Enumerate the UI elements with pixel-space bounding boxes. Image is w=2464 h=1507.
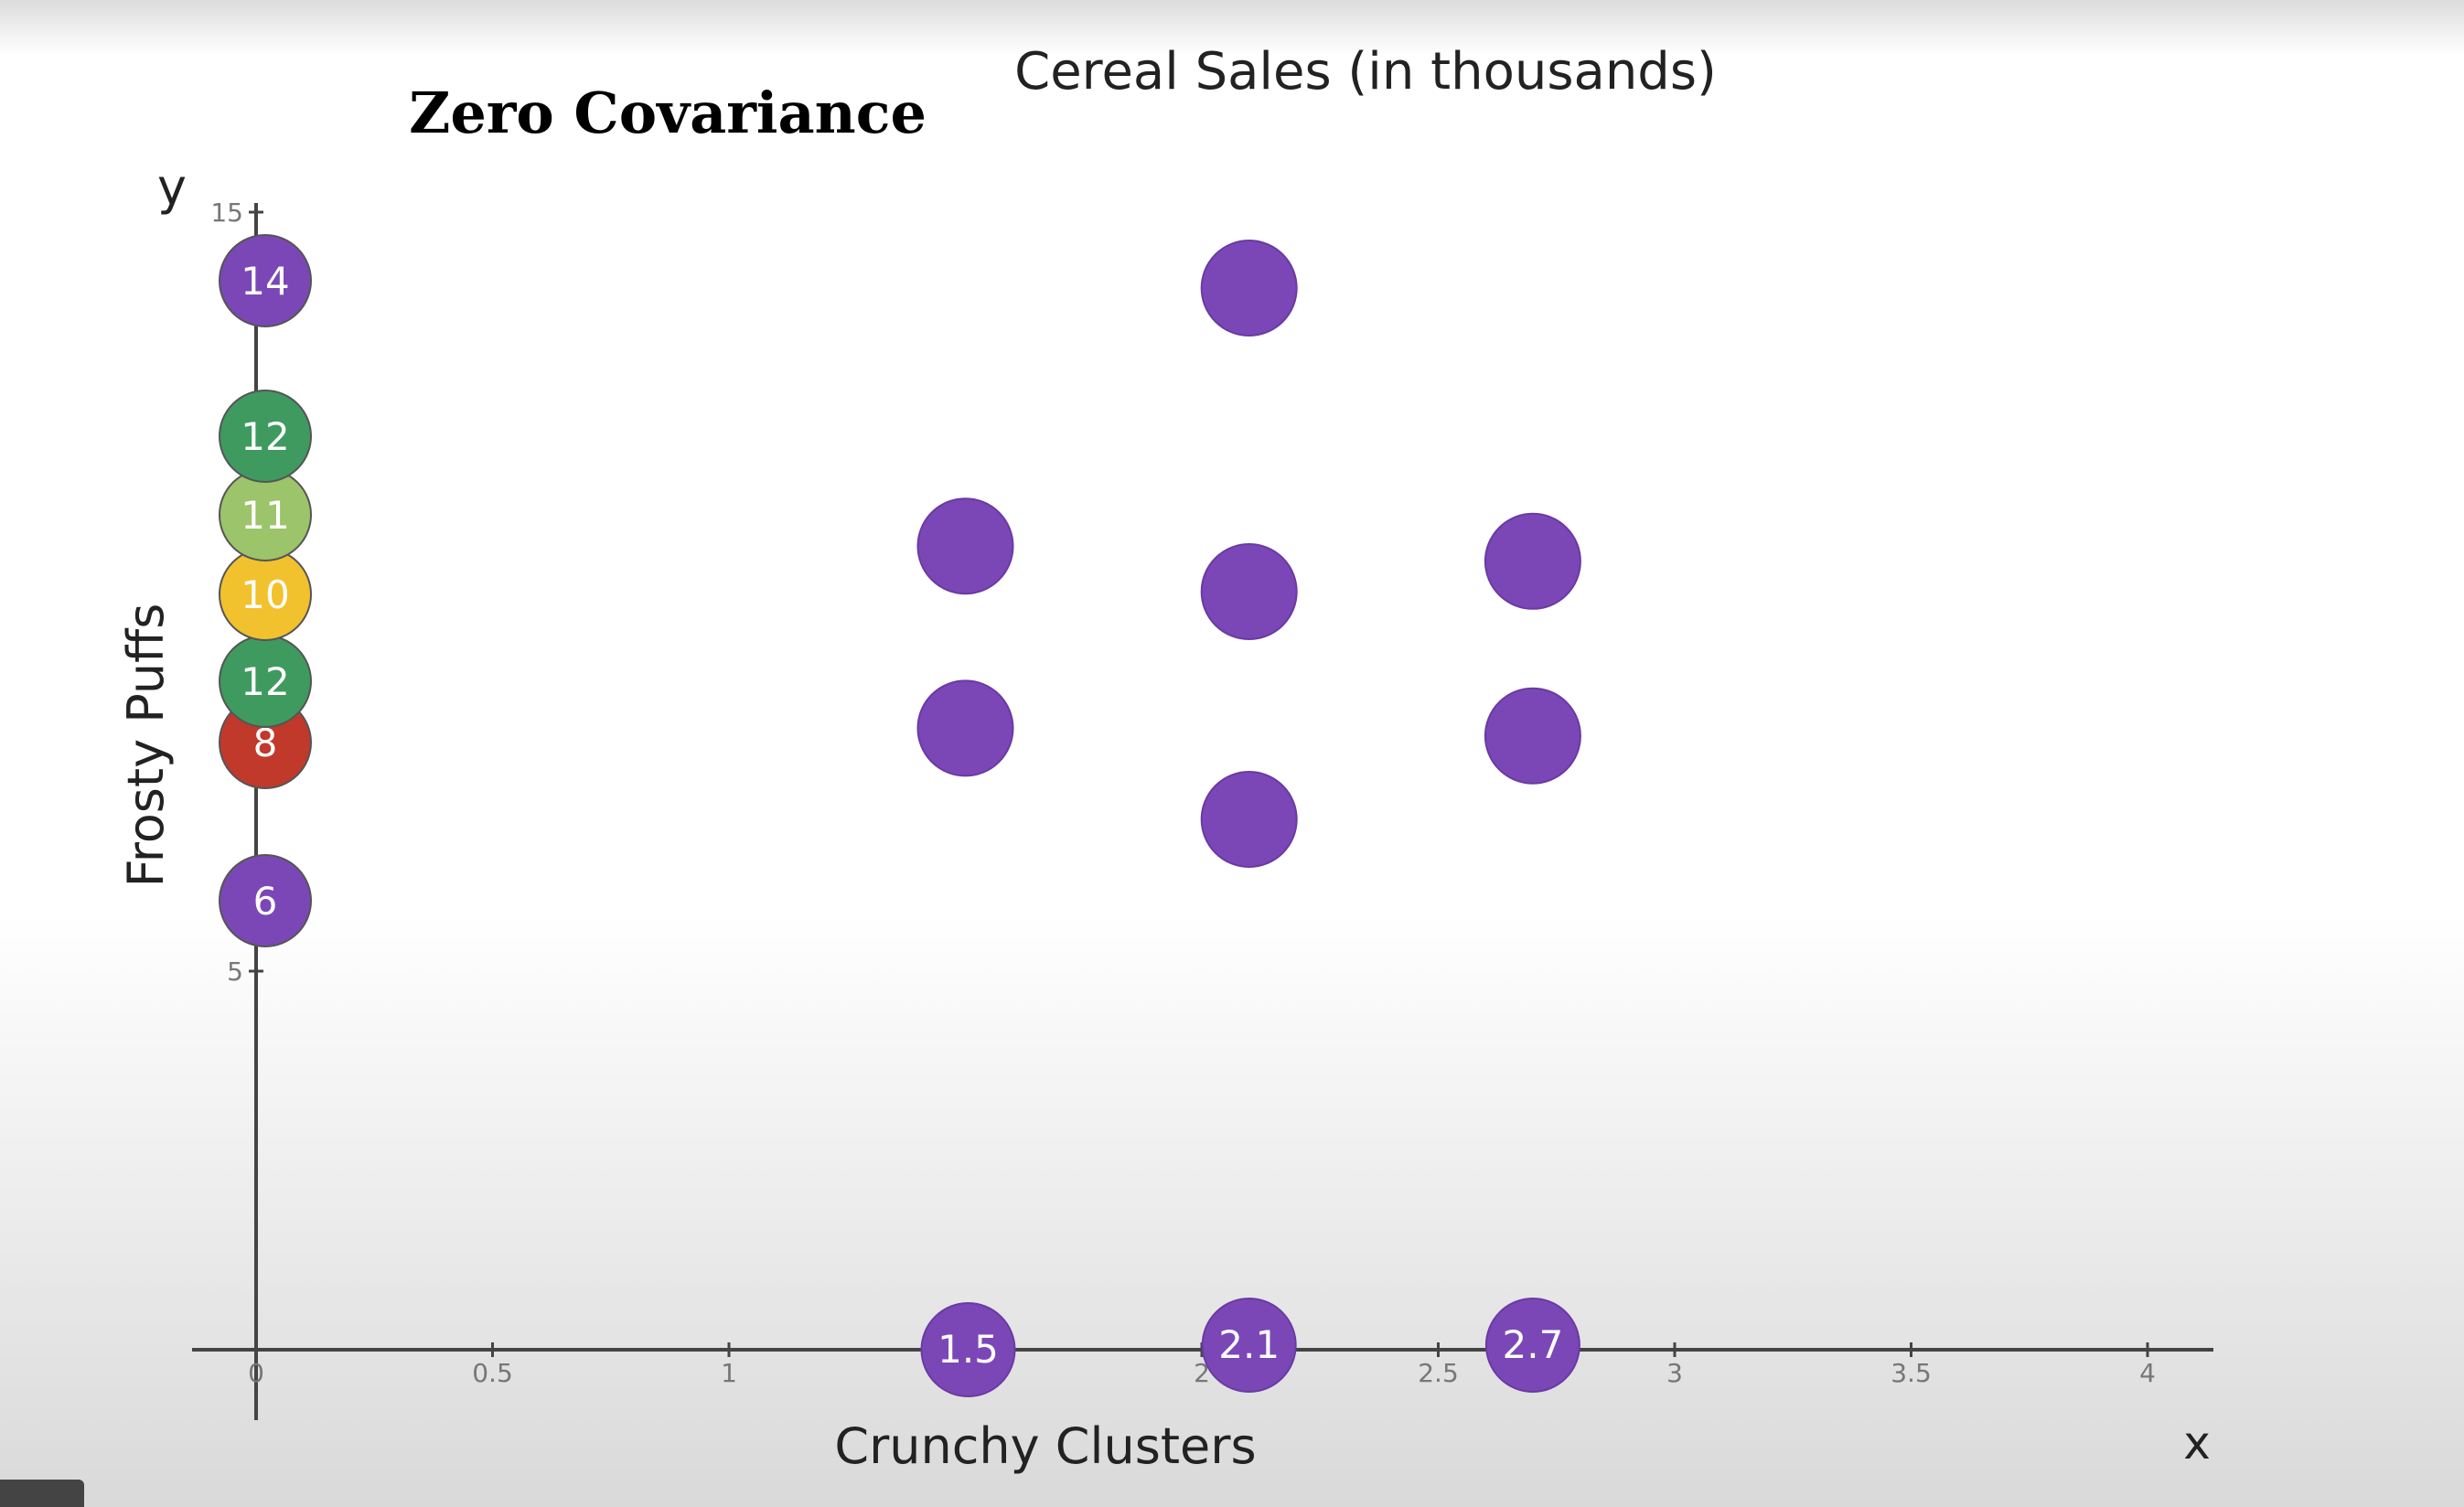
scatter-point [1200,543,1298,640]
x-marker: 2.7 [1484,1298,1580,1393]
scatter-point [916,679,1014,777]
y-tick-label: 5 [227,957,243,987]
y-marker: 10 [219,548,312,641]
x-tick-label: 3 [1666,1358,1683,1388]
y-marker-label: 6 [253,879,278,924]
y-marker: 14 [219,234,312,327]
x-marker: 1.5 [920,1302,1016,1397]
y-marker-label: 12 [241,659,289,704]
x-tick-label: 2.5 [1418,1358,1459,1388]
x-marker: 2.1 [1201,1298,1297,1393]
y-marker-label: 11 [241,493,289,538]
y-marker: 12 [219,390,312,483]
x-tick-label: 4 [2139,1358,2156,1388]
y-tick-group: 5 15 [210,198,263,987]
scatter-point [916,497,1014,595]
y-value-markers: 6 8 12 10 11 12 14 [219,234,312,947]
y-axis-letter: y [157,158,187,216]
x-tick-label: 2 [1194,1358,1210,1388]
y-marker: 11 [219,468,312,561]
y-axis-label: Frosty Puffs [117,604,175,888]
x-axis-label: Crunchy Clusters [834,1417,1256,1475]
y-marker-label: 12 [241,414,289,459]
page-heading: Zero Covariance [409,80,927,146]
x-tick-label: 0 [248,1358,264,1388]
x-tick-label: 0.5 [472,1358,513,1388]
y-marker-label: 8 [253,721,278,765]
y-tick-label: 15 [210,198,243,228]
scatter-point [1200,771,1298,868]
y-marker-label: 14 [241,259,289,304]
y-marker: 12 [219,635,312,728]
x-marker-label: 1.5 [937,1327,999,1372]
scatter-point [1200,240,1298,337]
scatter-point [1484,687,1581,785]
chart-title: Cereal Sales (in thousands) [1014,42,1717,102]
data-points [916,240,1581,868]
x-value-markers: 1.5 2.1 2.7 [920,1298,1580,1397]
x-marker-label: 2.1 [1218,1322,1280,1367]
x-axis-letter: x [2183,1416,2211,1470]
player-corner-tab [0,1480,84,1507]
x-marker-label: 2.7 [1503,1322,1564,1367]
y-marker: 6 [219,854,312,947]
x-tick-label: 1 [721,1358,737,1388]
y-marker-label: 10 [241,572,289,617]
scatter-point [1484,512,1581,610]
x-tick-label: 3.5 [1891,1358,1932,1388]
